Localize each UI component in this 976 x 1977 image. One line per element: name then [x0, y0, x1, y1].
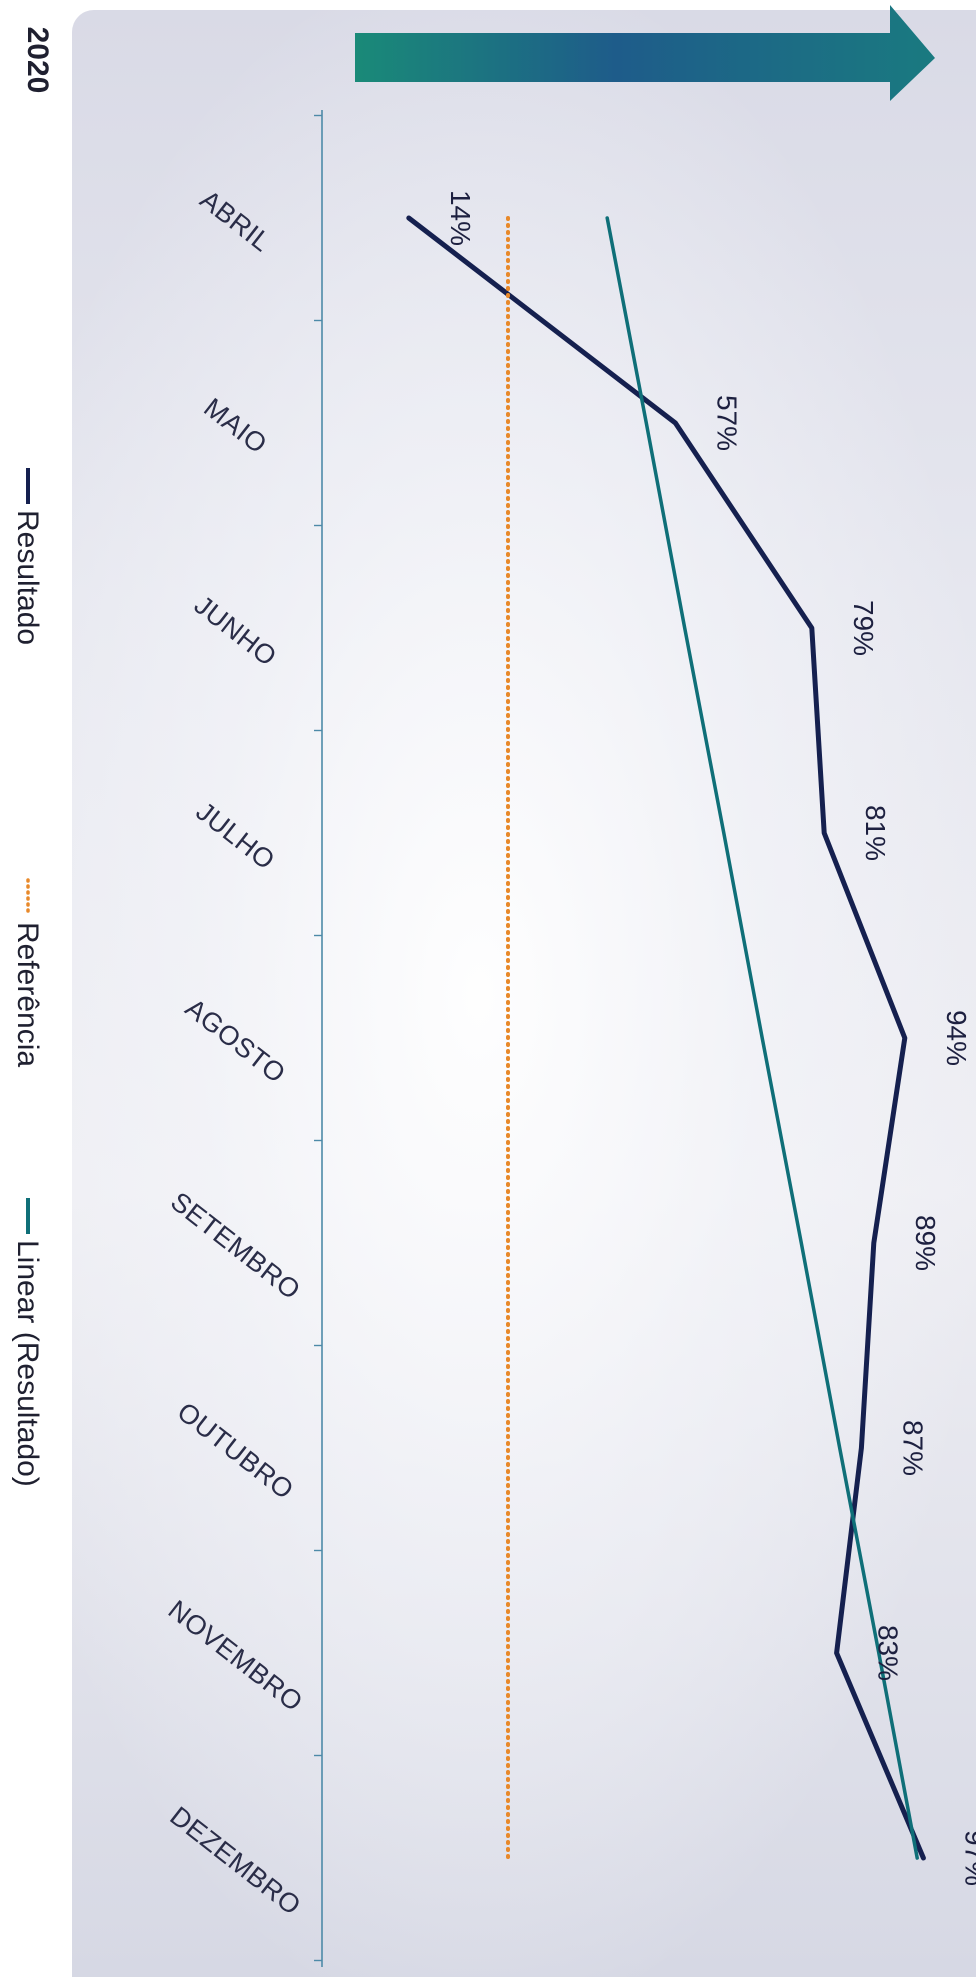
category-label: JUNHO [189, 590, 283, 672]
data-label: 81% [860, 805, 891, 861]
series-line-resultado [406, 215, 926, 1861]
series-line-linear-resultado [605, 216, 919, 1860]
chart-panel [72, 10, 976, 1977]
category-label: OUTUBRO [172, 1396, 300, 1505]
category-label: DEZEMBRO [164, 1801, 306, 1921]
category-labels: ABRIL MAIO JUNHO JULHO AGOSTO SETEMBRO OUTUBRO… [163, 184, 309, 1921]
data-label: 83% [873, 1625, 904, 1681]
category-ticks [314, 114, 322, 1962]
category-label: JULHO [190, 796, 280, 876]
category-label: MAIO [198, 392, 272, 459]
category-label: NOVEMBRO [163, 1594, 309, 1717]
category-label: ABRIL [195, 184, 277, 257]
legend-label: Resultado [11, 510, 44, 645]
data-label: 97% [959, 1830, 976, 1886]
series-layer [406, 215, 926, 1861]
chart-title: 2020 [21, 27, 54, 94]
data-label: 94% [941, 1010, 972, 1066]
data-label: 89% [910, 1215, 941, 1271]
category-label: SETEMBRO [165, 1186, 306, 1305]
data-labels: 14% 57% 79% 81% 94% 89% 87% 83% 97% [445, 190, 976, 1886]
data-label: 57% [711, 395, 742, 451]
trend-arrow-shape [355, 5, 935, 101]
trend-arrow [355, 5, 935, 101]
legend: Resultado Referência Linear (Resultado) [11, 468, 44, 1487]
data-label: 79% [848, 600, 879, 656]
category-label: AGOSTO [180, 993, 291, 1089]
legend-label: Referência [11, 922, 44, 1067]
legend-label: Linear (Resultado) [11, 1240, 44, 1487]
data-label: 87% [897, 1420, 928, 1476]
data-label: 14% [445, 190, 476, 246]
